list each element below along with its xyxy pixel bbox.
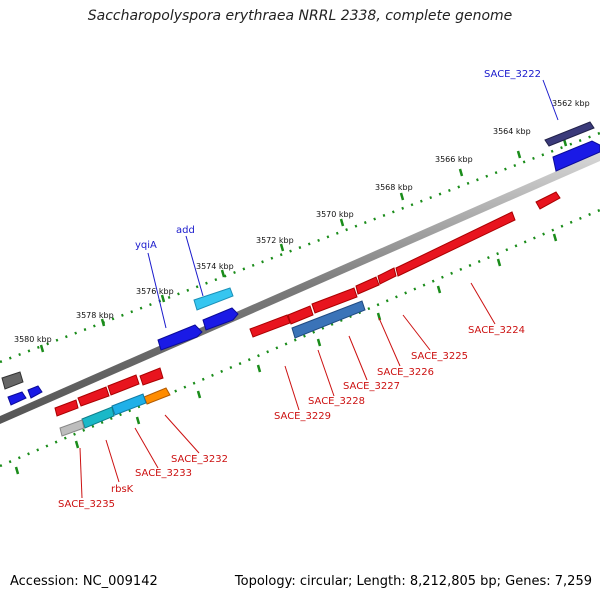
gene-sace-3223[interactable] — [535, 191, 561, 210]
kbp-label-3566: 3566 kbp — [435, 155, 473, 164]
gene-sace-3229[interactable] — [249, 314, 291, 338]
gene-label-sace-3224: SACE_3224 — [468, 325, 525, 336]
gene-sace-3233-red[interactable] — [107, 374, 140, 396]
gene-sace-3232[interactable] — [143, 387, 171, 405]
kbp-label-3576: 3576 kbp — [136, 287, 174, 296]
gene-sace-3229a[interactable] — [287, 305, 314, 325]
genome-backbone — [0, 152, 600, 424]
gene-label-yqiA: yqiA — [135, 240, 157, 251]
gene-label-sace-3227: SACE_3227 — [343, 381, 400, 392]
gene-small-blue-2[interactable] — [27, 385, 43, 399]
gene-sace-3235-red[interactable] — [54, 399, 79, 417]
gene-small-grey[interactable] — [1, 371, 24, 390]
gene-label-sace-3235: SACE_3235 — [58, 499, 115, 510]
forward-genes — [1, 121, 600, 406]
gene-label-add: add — [176, 225, 195, 236]
gene-yqiA[interactable] — [157, 324, 203, 351]
gene-sace-3222[interactable] — [544, 121, 595, 147]
gene-add[interactable] — [193, 287, 234, 311]
major-ticks — [39, 138, 568, 353]
kbp-label-3572: 3572 kbp — [256, 236, 294, 245]
upper-tick-track — [0, 131, 600, 364]
gene-sace-3225[interactable] — [377, 267, 397, 285]
gene-label-sace-3232: SACE_3232 — [171, 454, 228, 465]
gene-small-blue-1[interactable] — [7, 391, 27, 406]
gene-rbsk[interactable] — [81, 406, 115, 429]
kbp-label-3564: 3564 kbp — [493, 127, 531, 136]
gene-sace-3227[interactable] — [311, 287, 358, 314]
lower-major-ticks — [14, 233, 558, 475]
gene-label-sace-3222: SACE_3222 — [484, 69, 541, 80]
gene-label-sace-3226: SACE_3226 — [377, 367, 434, 378]
kbp-label-3570: 3570 kbp — [316, 210, 354, 219]
gene-sace-3222b[interactable] — [552, 140, 600, 172]
accession-text: Accession: NC_009142 — [10, 574, 158, 589]
gene-sace-3224[interactable] — [395, 211, 516, 277]
gene-sace-3226[interactable] — [355, 276, 380, 295]
gene-add-lower[interactable] — [202, 307, 239, 331]
gene-sace-3228[interactable] — [291, 300, 366, 339]
reverse-genes — [54, 191, 561, 437]
label-connectors-blue — [147, 79, 559, 329]
gene-label-sace-3228: SACE_3228 — [308, 396, 365, 407]
gene-sace-3232-red[interactable] — [139, 367, 164, 386]
gene-label-sace-3225: SACE_3225 — [411, 351, 468, 362]
gene-rbsk-red[interactable] — [77, 386, 110, 407]
gene-label-rbsk: rbsK — [111, 484, 134, 495]
gene-sace-3235[interactable] — [59, 419, 85, 437]
kbp-label-3562: 3562 kbp — [552, 99, 590, 108]
gene-label-sace-3229: SACE_3229 — [274, 411, 331, 422]
gene-label-sace-3233: SACE_3233 — [135, 468, 192, 479]
gene-sace-3233[interactable] — [111, 393, 147, 416]
kbp-label-3574: 3574 kbp — [196, 262, 234, 271]
kbp-label-3580: 3580 kbp — [14, 335, 52, 344]
genome-summary-text: Topology: circular; Length: 8,212,805 bp… — [234, 574, 592, 589]
kbp-label-3578: 3578 kbp — [76, 311, 114, 320]
label-connectors-red — [79, 282, 496, 499]
kbp-label-3568: 3568 kbp — [375, 183, 413, 192]
diagram-title: Saccharopolyspora erythraea NRRL 2338, c… — [87, 8, 513, 24]
